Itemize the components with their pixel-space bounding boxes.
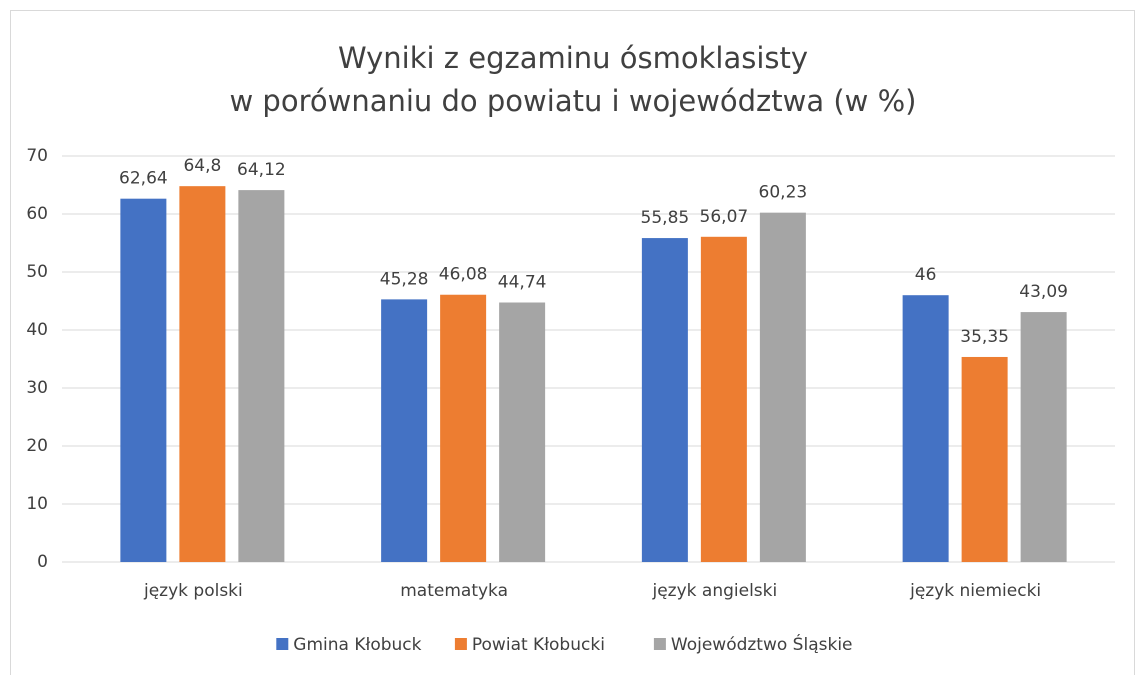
legend-label: Gmina Kłobuck (293, 635, 421, 655)
bar (902, 295, 949, 562)
bar (641, 238, 688, 562)
data-label: 55,85 (641, 208, 690, 228)
data-label: 46,08 (439, 265, 488, 285)
data-label: 43,09 (1019, 282, 1068, 302)
y-tick-label: 40 (26, 320, 48, 340)
legend-swatch (653, 638, 666, 650)
bar (1020, 312, 1067, 562)
x-tick-label: język angielski (652, 581, 778, 601)
chart-title: w porównaniu do powiatu i województwa (w… (230, 84, 917, 118)
bar (961, 356, 1008, 562)
y-tick-label: 20 (26, 436, 48, 456)
y-tick-label: 60 (26, 204, 48, 224)
data-label: 56,07 (700, 207, 749, 227)
bar (381, 299, 428, 562)
y-tick-label: 50 (26, 262, 48, 282)
y-tick-label: 0 (37, 552, 48, 572)
bar (440, 294, 487, 562)
bar (179, 186, 226, 562)
legend-label: Powiat Kłobucki (472, 635, 605, 655)
data-label: 64,12 (237, 160, 286, 180)
x-tick-label: język polski (143, 581, 243, 601)
bar (700, 236, 747, 562)
legend-label: Województwo Śląskie (671, 633, 853, 655)
data-label: 44,74 (498, 273, 547, 293)
data-label: 62,64 (119, 169, 168, 189)
data-label: 46 (915, 265, 937, 285)
legend-swatch (276, 638, 289, 650)
chart-border (10, 10, 1135, 675)
data-label: 64,8 (183, 156, 221, 176)
chart-title: Wyniki z egzaminu ósmoklasisty (338, 41, 808, 75)
bar (238, 190, 285, 562)
x-tick-label: język niemiecki (909, 581, 1041, 601)
y-tick-label: 10 (26, 494, 48, 514)
y-tick-label: 30 (26, 378, 48, 398)
y-tick-label: 70 (26, 146, 48, 166)
legend-swatch (454, 638, 467, 650)
bar (759, 212, 806, 562)
data-label: 45,28 (380, 269, 429, 289)
x-tick-label: matematyka (400, 581, 508, 601)
bar (120, 198, 167, 563)
data-label: 35,35 (960, 327, 1009, 347)
data-label: 60,23 (759, 183, 808, 203)
bar (499, 302, 546, 562)
